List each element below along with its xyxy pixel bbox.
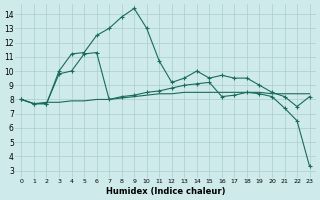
X-axis label: Humidex (Indice chaleur): Humidex (Indice chaleur) (106, 187, 225, 196)
